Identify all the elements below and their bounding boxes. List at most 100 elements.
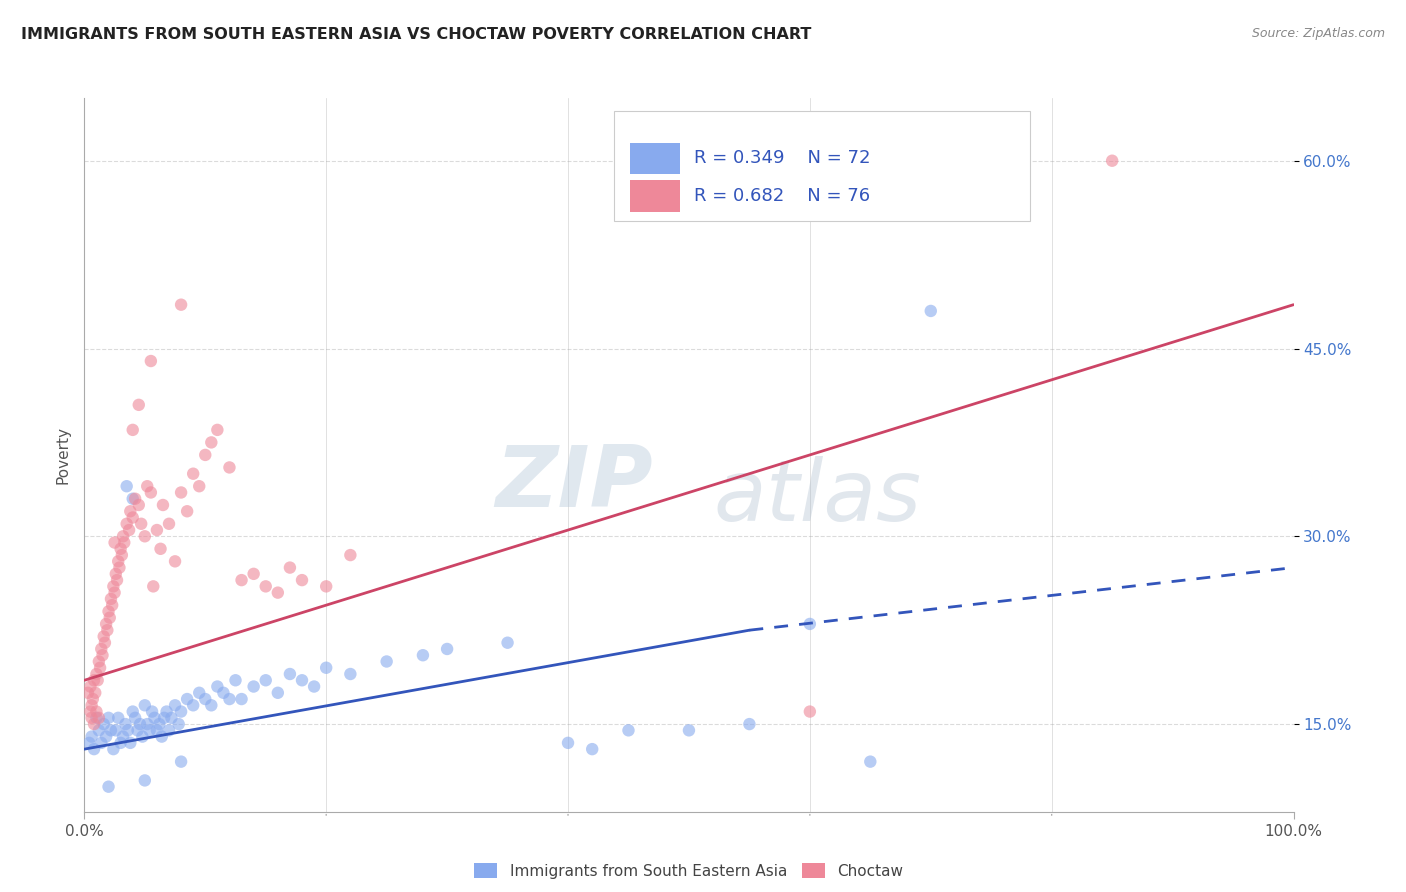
Point	[678, 185, 700, 199]
Point	[231, 692, 253, 706]
Point	[581, 742, 603, 756]
Point	[155, 705, 177, 719]
Point	[108, 560, 131, 574]
Point	[79, 680, 101, 694]
Point	[207, 423, 229, 437]
Point	[83, 717, 105, 731]
Point	[194, 448, 217, 462]
Point	[90, 642, 112, 657]
Point	[142, 579, 165, 593]
Point	[80, 711, 103, 725]
Point	[120, 504, 142, 518]
Point	[129, 717, 152, 731]
Point	[254, 673, 277, 688]
Point	[94, 636, 117, 650]
Point	[980, 160, 1002, 174]
Point	[181, 698, 204, 713]
Point	[146, 523, 169, 537]
Point	[799, 705, 821, 719]
Point	[134, 698, 156, 713]
Point	[153, 711, 176, 725]
Point	[139, 485, 162, 500]
Point	[218, 692, 240, 706]
Text: atlas: atlas	[713, 456, 921, 540]
Point	[128, 398, 150, 412]
Point	[136, 479, 159, 493]
Point	[103, 742, 125, 756]
Point	[557, 736, 579, 750]
Point	[181, 467, 204, 481]
Point	[100, 591, 122, 606]
Point	[80, 730, 103, 744]
Text: Source: ZipAtlas.com: Source: ZipAtlas.com	[1251, 27, 1385, 40]
Point	[79, 705, 101, 719]
Point	[105, 573, 128, 587]
Point	[267, 686, 290, 700]
Point	[120, 736, 142, 750]
Point	[315, 579, 337, 593]
Point	[77, 736, 100, 750]
Text: IMMIGRANTS FROM SOUTH EASTERN ASIA VS CHOCTAW POVERTY CORRELATION CHART: IMMIGRANTS FROM SOUTH EASTERN ASIA VS CH…	[21, 27, 811, 42]
Point	[97, 711, 120, 725]
Point	[80, 698, 103, 713]
Point	[134, 773, 156, 788]
Point	[83, 673, 105, 688]
Point	[150, 730, 173, 744]
Point	[115, 479, 138, 493]
Point	[738, 717, 761, 731]
Point	[920, 304, 942, 318]
Point	[97, 780, 120, 794]
Point	[104, 566, 127, 581]
Point	[131, 730, 153, 744]
Point	[112, 535, 135, 549]
Point	[118, 523, 141, 537]
Point	[117, 723, 139, 738]
Point	[104, 535, 127, 549]
Point	[146, 723, 169, 738]
Point	[141, 705, 163, 719]
Point	[278, 560, 301, 574]
Point	[87, 723, 110, 738]
Point	[315, 661, 337, 675]
Point	[82, 692, 104, 706]
Point	[339, 667, 361, 681]
Point	[96, 623, 118, 637]
Point	[134, 529, 156, 543]
Point	[176, 504, 198, 518]
Point	[103, 579, 125, 593]
Point	[1101, 153, 1123, 168]
Point	[412, 648, 434, 663]
Point	[89, 661, 111, 675]
Point	[170, 485, 193, 500]
Point	[104, 585, 127, 599]
Point	[136, 717, 159, 731]
Point	[77, 686, 100, 700]
Point	[188, 686, 211, 700]
Y-axis label: Poverty: Poverty	[55, 425, 70, 484]
Point	[97, 604, 120, 618]
Point	[111, 548, 134, 562]
Point	[302, 680, 325, 694]
Point	[678, 723, 700, 738]
Point	[87, 655, 110, 669]
Point	[157, 723, 180, 738]
Point	[170, 705, 193, 719]
Point	[91, 648, 114, 663]
Point	[94, 730, 117, 744]
Point	[101, 598, 124, 612]
Point	[496, 636, 519, 650]
Point	[110, 736, 132, 750]
Point	[124, 711, 146, 725]
Point	[170, 755, 193, 769]
Point	[110, 541, 132, 556]
Point	[129, 516, 152, 531]
Point	[188, 479, 211, 493]
Point	[87, 711, 110, 725]
Point	[254, 579, 277, 593]
Point	[86, 705, 108, 719]
Point	[127, 723, 149, 738]
Point	[86, 711, 108, 725]
Point	[207, 680, 229, 694]
Point	[617, 723, 640, 738]
Point	[138, 723, 160, 738]
